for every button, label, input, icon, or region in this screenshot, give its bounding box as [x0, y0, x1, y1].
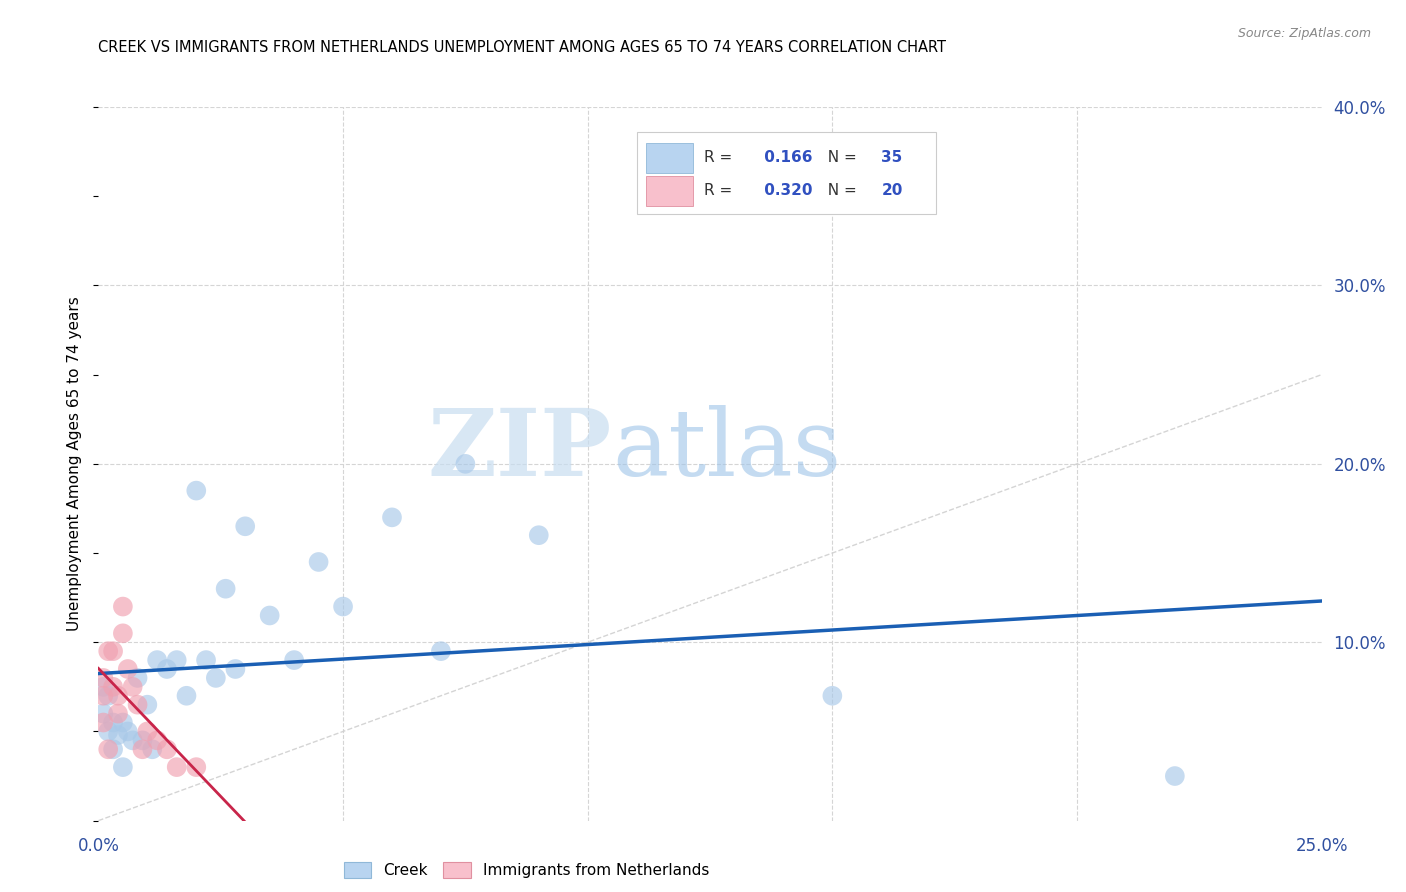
Point — [97, 724, 120, 739]
Point — [117, 724, 139, 739]
Point — [97, 644, 120, 658]
Text: ZIP: ZIP — [427, 405, 612, 494]
Point — [146, 653, 169, 667]
Point — [107, 706, 129, 721]
Point — [259, 608, 281, 623]
Point — [111, 599, 134, 614]
Point — [205, 671, 228, 685]
Point — [214, 582, 236, 596]
Point — [136, 698, 159, 712]
Point — [101, 680, 124, 694]
Point — [430, 644, 453, 658]
Point — [224, 662, 246, 676]
Point — [131, 742, 153, 756]
Legend: Creek, Immigrants from Netherlands: Creek, Immigrants from Netherlands — [337, 856, 716, 884]
Point — [146, 733, 169, 747]
Point — [107, 728, 129, 742]
Point — [111, 760, 134, 774]
Point — [101, 715, 124, 730]
Point — [107, 689, 129, 703]
Point — [91, 680, 114, 694]
Point — [121, 733, 143, 747]
Point — [176, 689, 198, 703]
Y-axis label: Unemployment Among Ages 65 to 74 years: Unemployment Among Ages 65 to 74 years — [67, 296, 83, 632]
Point — [283, 653, 305, 667]
Text: 0.320: 0.320 — [759, 183, 813, 198]
Point — [308, 555, 330, 569]
Text: atlas: atlas — [612, 405, 841, 494]
Point — [127, 698, 149, 712]
Point — [166, 653, 188, 667]
Point — [91, 671, 114, 685]
Point — [97, 689, 120, 703]
Point — [131, 733, 153, 747]
Text: R =: R = — [704, 183, 737, 198]
Text: N =: N = — [818, 183, 862, 198]
FancyBboxPatch shape — [647, 143, 693, 173]
Text: Source: ZipAtlas.com: Source: ZipAtlas.com — [1237, 27, 1371, 40]
Point — [233, 519, 256, 533]
Point — [332, 599, 354, 614]
Point — [527, 528, 550, 542]
Text: R =: R = — [704, 150, 737, 165]
Point — [111, 626, 134, 640]
FancyBboxPatch shape — [637, 132, 936, 214]
Point — [101, 742, 124, 756]
Point — [121, 680, 143, 694]
Point — [97, 742, 120, 756]
Point — [821, 689, 844, 703]
Point — [186, 760, 208, 774]
Point — [454, 457, 477, 471]
Point — [186, 483, 208, 498]
FancyBboxPatch shape — [647, 176, 693, 205]
Point — [381, 510, 404, 524]
Point — [101, 644, 124, 658]
Text: CREEK VS IMMIGRANTS FROM NETHERLANDS UNEMPLOYMENT AMONG AGES 65 TO 74 YEARS CORR: CREEK VS IMMIGRANTS FROM NETHERLANDS UNE… — [98, 40, 946, 55]
Point — [195, 653, 218, 667]
Point — [91, 689, 114, 703]
Point — [91, 715, 114, 730]
Point — [136, 724, 159, 739]
Text: 35: 35 — [882, 150, 903, 165]
Text: N =: N = — [818, 150, 862, 165]
Text: 20: 20 — [882, 183, 903, 198]
Point — [111, 715, 134, 730]
Point — [1164, 769, 1187, 783]
Point — [156, 662, 179, 676]
Text: 0.166: 0.166 — [759, 150, 813, 165]
Point — [166, 760, 188, 774]
Point — [156, 742, 179, 756]
Point — [127, 671, 149, 685]
Point — [141, 742, 163, 756]
Point — [91, 706, 114, 721]
Point — [117, 662, 139, 676]
